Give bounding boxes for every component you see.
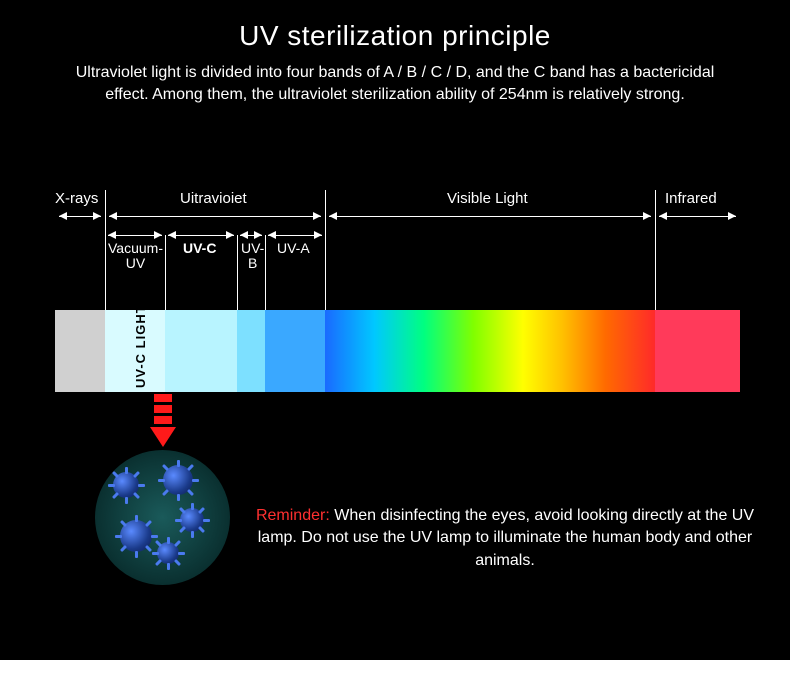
spectrum-segment <box>55 310 105 392</box>
spectrum-segment <box>655 310 740 392</box>
spectrum-segment <box>237 310 265 392</box>
title: UV sterilization principle <box>0 0 790 52</box>
uvc-arrow-icon <box>150 394 176 447</box>
sub-region-label: Vacuum-UV <box>108 241 163 272</box>
visible-light-gradient <box>325 310 655 392</box>
sub-region-label: UV-A <box>277 241 310 256</box>
spectrum-segment <box>265 310 325 392</box>
sub-region-label: UV-C <box>183 241 216 256</box>
virus-icon <box>180 508 204 532</box>
spectrum-segment <box>165 310 237 392</box>
sub-region-arrow <box>268 235 322 236</box>
reminder-label: Reminder: <box>256 507 330 524</box>
region-label: X-rays <box>55 190 98 207</box>
uvc-light-label: UV-C LIGHT <box>133 304 148 388</box>
region-label: Infrared <box>665 190 717 207</box>
spectrum-sub-regions: Vacuum-UV UV-C UV-B UV-A <box>55 235 355 275</box>
region-arrow <box>659 216 736 217</box>
sub-region-arrow <box>168 235 234 236</box>
spectrum-top-regions: X-rays Uitravioiet Visible Light Infrared <box>55 190 740 220</box>
spectrum-bar <box>55 310 740 392</box>
reminder-text: Reminder: When disinfecting the eyes, av… <box>250 505 760 572</box>
sub-region-divider <box>165 235 166 310</box>
virus-illustration <box>95 450 230 585</box>
region-arrow <box>59 216 101 217</box>
virus-icon <box>113 472 139 498</box>
description: Ultraviolet light is divided into four b… <box>60 62 730 107</box>
virus-icon <box>163 465 193 495</box>
region-arrow <box>329 216 651 217</box>
virus-icon <box>120 520 152 552</box>
sub-region-label: UV-B <box>241 241 264 272</box>
sub-region-arrow <box>108 235 162 236</box>
region-arrow <box>109 216 321 217</box>
region-label: Visible Light <box>447 190 528 207</box>
region-label: Uitravioiet <box>180 190 247 207</box>
sub-region-arrow <box>240 235 262 236</box>
reminder-body: When disinfecting the eyes, avoid lookin… <box>258 507 754 569</box>
uv-principle-panel: UV sterilization principle Ultraviolet l… <box>0 0 790 660</box>
sub-region-divider <box>237 235 238 310</box>
sub-region-divider <box>265 235 266 310</box>
virus-icon <box>157 542 179 564</box>
region-divider <box>655 190 656 310</box>
